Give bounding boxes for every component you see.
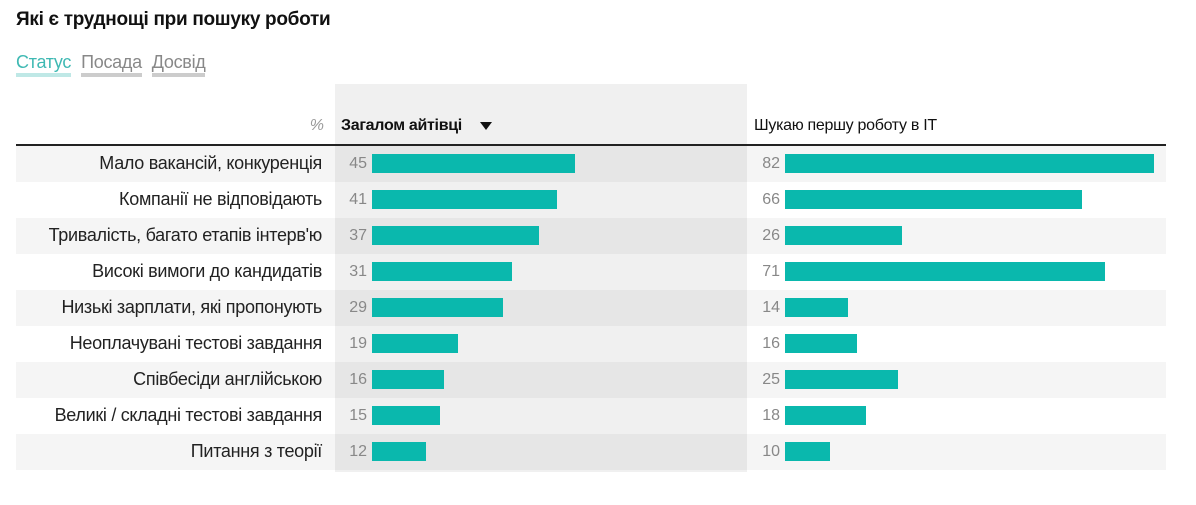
- bar: [785, 190, 1082, 209]
- table-row: Великі / складні тестові завдання 15 18: [16, 398, 1166, 434]
- bar: [785, 262, 1105, 281]
- bar: [372, 262, 512, 281]
- tab-position[interactable]: Посада: [81, 52, 142, 77]
- bar: [785, 442, 830, 461]
- table-row: Низькі зарплати, які пропонують 29 14: [16, 290, 1166, 326]
- table-row: Компанії не відповідають 41 66: [16, 182, 1166, 218]
- data-label: 82: [762, 155, 780, 172]
- sort-desc-icon[interactable]: [479, 121, 492, 130]
- category-label: Мало вакансій, конкуренція: [99, 153, 322, 173]
- category-label: Високі вимоги до кандидатів: [92, 261, 322, 281]
- data-label: 26: [762, 227, 780, 244]
- category-label: Співбесіди англійською: [133, 369, 322, 389]
- column-header-label: Загалом айтівці: [341, 117, 462, 134]
- table-row: Мало вакансій, конкуренція 45 82: [16, 146, 1166, 182]
- bar: [372, 370, 444, 389]
- data-label: 14: [762, 299, 780, 316]
- category-label: Великі / складні тестові завдання: [54, 405, 323, 425]
- category-label: Питання з теорії: [190, 441, 323, 461]
- bar: [372, 190, 557, 209]
- tab-status[interactable]: Статус: [16, 52, 71, 77]
- category-label: Компанії не відповідають: [119, 189, 322, 209]
- table-row: Тривалість, багато етапів інтерв'ю 37 26: [16, 218, 1166, 254]
- bar: [372, 406, 440, 425]
- data-label: 25: [762, 371, 780, 388]
- table-row: Неоплачувані тестові завдання 19 16: [16, 326, 1166, 362]
- data-label: 19: [349, 335, 367, 352]
- filter-tabs: Статус Посада Досвід: [16, 52, 206, 77]
- bar: [785, 154, 1154, 173]
- data-label: 37: [349, 227, 367, 244]
- bar: [372, 298, 503, 317]
- bar: [785, 298, 848, 317]
- bar: [372, 334, 458, 353]
- data-label: 31: [349, 263, 367, 280]
- bar: [372, 154, 575, 173]
- data-label: 16: [762, 335, 780, 352]
- chart-title: Які є труднощі при пошуку роботи: [16, 9, 331, 30]
- header-divider: [16, 144, 1166, 146]
- bar: [785, 334, 857, 353]
- data-label: 41: [349, 191, 367, 208]
- table-row: Питання з теорії 12 10: [16, 434, 1166, 470]
- bar: [785, 226, 902, 245]
- column-header-first-job[interactable]: Шукаю першу роботу в IT: [754, 117, 937, 134]
- data-label: 29: [349, 299, 367, 316]
- data-label: 45: [349, 155, 367, 172]
- bar: [372, 442, 426, 461]
- category-label: Тривалість, багато етапів інтерв'ю: [48, 225, 323, 245]
- data-label: 71: [762, 263, 780, 280]
- data-label: 15: [349, 407, 367, 424]
- table-row: Високі вимоги до кандидатів 31 71: [16, 254, 1166, 290]
- tab-experience[interactable]: Досвід: [151, 52, 206, 77]
- data-label: 66: [762, 191, 780, 208]
- bar: [785, 370, 898, 389]
- data-label: 18: [762, 407, 780, 424]
- column-header-overall[interactable]: Загалом айтівці: [341, 117, 492, 135]
- category-label: Низькі зарплати, які пропонують: [61, 297, 322, 317]
- data-label: 12: [349, 443, 367, 460]
- data-label: 16: [349, 371, 367, 388]
- table-row: Співбесіди англійською 16 25: [16, 362, 1166, 398]
- category-label: Неоплачувані тестові завдання: [69, 333, 323, 353]
- unit-label: %: [309, 117, 324, 134]
- bar: [785, 406, 866, 425]
- data-label: 10: [762, 443, 780, 460]
- bar: [372, 226, 539, 245]
